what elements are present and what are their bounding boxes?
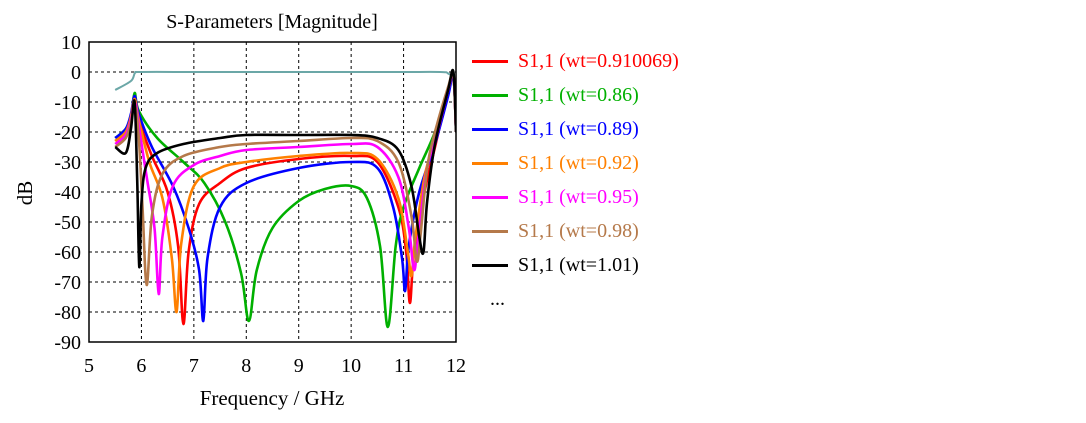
chart-title: S-Parameters [Magnitude] (166, 11, 378, 33)
chart-legend: S1,1 (wt=0.910069) S1,1 (wt=0.86) S1,1 (wt… (472, 44, 679, 316)
legend-label: S1,1 (wt=0.95) (518, 185, 639, 208)
y-axis-ticks: 10 0 -10 -20 -30 -40 -50 -60 -70 -80 -90 (54, 32, 81, 354)
legend-swatch (472, 59, 508, 63)
x-axis-ticks: 5 6 7 8 9 10 11 12 (84, 355, 466, 377)
legend-item: S1,1 (wt=0.95) (472, 180, 679, 214)
legend-label: S1,1 (wt=0.92) (518, 151, 639, 174)
legend-item: S1,1 (wt=0.92) (472, 146, 679, 180)
y-tick-label: 0 (71, 62, 81, 84)
legend-swatch (472, 229, 508, 233)
grid-lines (89, 42, 456, 342)
chart-svg: S-Parameters [Magnitude] 10 0 -10 -20 -30 -40… (13, 11, 466, 410)
x-tick-label: 5 (84, 355, 94, 377)
legend-swatch (472, 93, 508, 97)
y-tick-label: -20 (54, 122, 81, 144)
legend-item: S1,1 (wt=0.98) (472, 214, 679, 248)
legend-more: ... (472, 282, 679, 316)
legend-swatch (472, 195, 508, 199)
y-tick-label: -80 (54, 302, 81, 324)
legend-item: S1,1 (wt=0.910069) (472, 44, 679, 78)
x-tick-label: 12 (446, 355, 466, 377)
legend-swatch (472, 161, 508, 165)
y-tick-label: 10 (61, 32, 81, 54)
x-tick-label: 8 (241, 355, 251, 377)
y-tick-label: -50 (54, 212, 81, 234)
legend-label: S1,1 (wt=0.910069) (518, 49, 679, 72)
y-tick-label: -10 (54, 92, 81, 114)
y-tick-label: -60 (54, 242, 81, 264)
y-tick-label: -90 (54, 332, 81, 354)
y-axis-label: dB (13, 181, 37, 206)
legend-swatch (472, 263, 508, 267)
series-line-transmission (114, 70, 456, 118)
legend-item: S1,1 (wt=1.01) (472, 248, 679, 282)
y-tick-label: -40 (54, 182, 81, 204)
series-line-7 (114, 68, 456, 269)
series-line-6 (114, 71, 456, 287)
y-tick-label: -70 (54, 272, 81, 294)
series-line-2 (114, 71, 456, 329)
legend-more-text: ... (490, 287, 505, 310)
x-tick-label: 6 (136, 355, 146, 377)
x-axis-label: Frequency / GHz (200, 386, 345, 410)
legend-label: S1,1 (wt=0.86) (518, 83, 639, 106)
y-tick-label: -30 (54, 152, 81, 174)
series-lines (114, 68, 456, 329)
x-tick-label: 9 (294, 355, 304, 377)
x-tick-label: 11 (394, 355, 413, 377)
x-tick-label: 7 (189, 355, 199, 377)
legend-swatch (472, 127, 508, 131)
plot-frame (88, 41, 457, 343)
legend-item: S1,1 (wt=0.89) (472, 112, 679, 146)
legend-item: S1,1 (wt=0.86) (472, 78, 679, 112)
legend-label: S1,1 (wt=0.98) (518, 219, 639, 242)
legend-label: S1,1 (wt=0.89) (518, 117, 639, 140)
legend-label: S1,1 (wt=1.01) (518, 253, 639, 276)
x-tick-label: 10 (341, 355, 361, 377)
